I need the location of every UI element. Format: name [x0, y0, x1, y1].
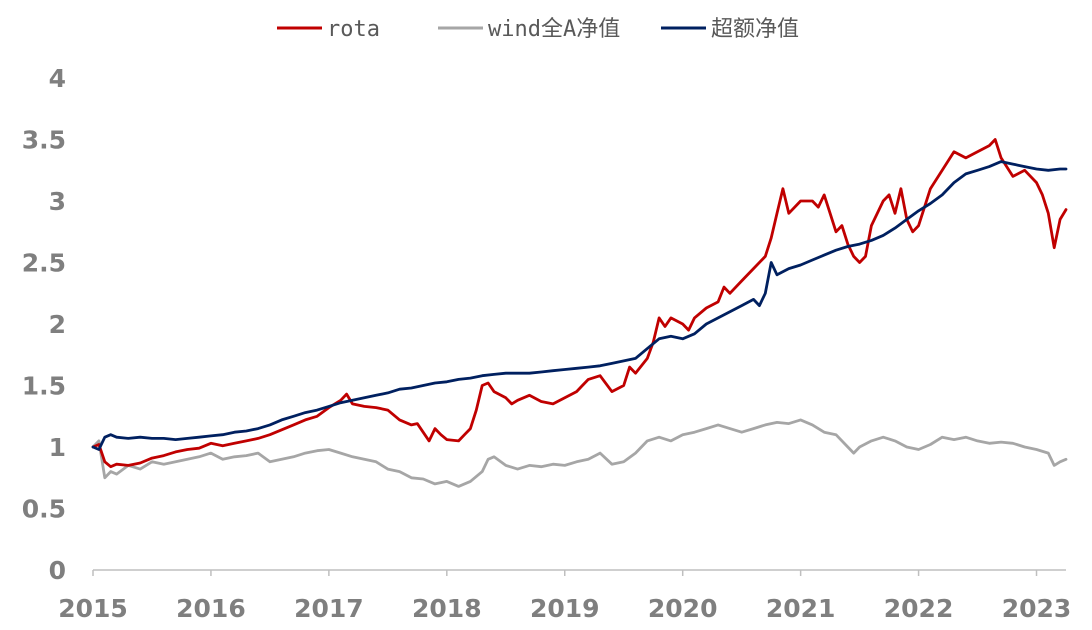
x-tick-label: 2018	[412, 594, 482, 623]
y-tick-label: 1.5	[22, 372, 66, 401]
y-tick-label: 4	[49, 64, 66, 93]
y-axis-tick-labels: 0 0.5 1 1.5 2 2.5 3 3.5 4	[22, 64, 66, 585]
x-tick-label: 2019	[530, 594, 600, 623]
chart-series	[91, 138, 1068, 488]
x-tick-label: 2015	[58, 594, 128, 623]
series-line-1	[91, 418, 1068, 488]
legend-item: wind全A净值	[438, 17, 620, 42]
legend-item: 超额净值	[661, 17, 799, 42]
x-tick-label: 2023	[1002, 594, 1072, 623]
series-line-2	[91, 160, 1068, 451]
y-tick-label: 2.5	[22, 249, 66, 278]
legend-item: rota	[277, 17, 380, 42]
legend-label: wind全A净值	[488, 17, 620, 42]
legend-label: rota	[327, 17, 380, 42]
y-tick-label: 3.5	[22, 126, 66, 155]
y-tick-label: 0	[49, 556, 66, 585]
series-line-0	[91, 138, 1068, 469]
x-tick-label: 2020	[648, 594, 718, 623]
y-tick-label: 2	[49, 310, 66, 339]
x-tick-label: 2016	[176, 594, 246, 623]
chart-legend: rota wind全A净值 超额净值	[277, 17, 799, 42]
x-tick-label: 2022	[884, 594, 954, 623]
y-tick-label: 3	[49, 187, 66, 216]
legend-label: 超额净值	[711, 17, 799, 42]
x-tick-label: 2021	[766, 594, 836, 623]
y-tick-label: 0.5	[22, 495, 66, 524]
y-tick-label: 1	[49, 433, 66, 462]
x-tick-label: 2017	[294, 594, 364, 623]
x-axis-tick-labels: 2015 2016 2017 2018 2019 2020 2021 2022 2023	[58, 570, 1071, 623]
